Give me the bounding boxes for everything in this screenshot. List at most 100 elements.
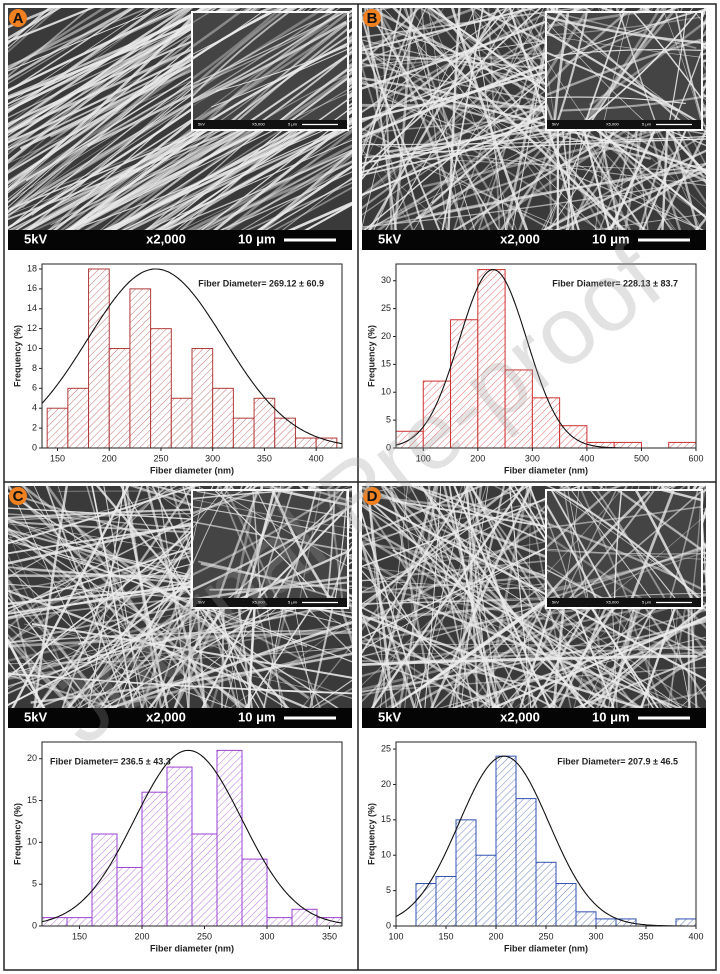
fiber [8, 8, 193, 172]
fiber [192, 490, 206, 547]
fiber [8, 8, 226, 151]
fiber [362, 486, 675, 639]
fiber [160, 541, 352, 708]
bar [108, 348, 131, 449]
fiber [656, 128, 706, 230]
bar [455, 819, 477, 927]
fiber [580, 490, 633, 608]
inset-scale: 5 μm [642, 600, 652, 605]
fiber [157, 486, 189, 708]
y-tick-label: 20 [27, 753, 37, 763]
bar [150, 328, 172, 449]
fiber [362, 8, 527, 133]
fiber [362, 81, 652, 160]
fiber [8, 8, 223, 188]
fiber [8, 8, 164, 72]
bar [316, 917, 343, 927]
fiber [371, 486, 437, 708]
fiber [389, 486, 435, 708]
fiber [8, 528, 250, 708]
fiber [404, 486, 431, 708]
fiber [362, 570, 490, 708]
bar [41, 917, 68, 927]
bar [475, 854, 497, 927]
fiber [466, 486, 628, 708]
fiber [362, 138, 569, 230]
y-tick-label: 5 [32, 879, 37, 889]
fiber [546, 505, 702, 529]
fiber [61, 486, 143, 708]
fiber [546, 34, 702, 58]
y-tick-label: 25 [381, 743, 391, 753]
fiber [206, 21, 348, 130]
fiber [8, 486, 244, 708]
magnification: x2,000 [500, 231, 540, 246]
bar [129, 288, 152, 449]
fiber [8, 8, 167, 125]
fiber [8, 486, 191, 539]
fiber [95, 486, 290, 708]
x-tick-label: 250 [538, 931, 553, 941]
fiber [192, 12, 291, 99]
fiber [8, 486, 178, 579]
bar [141, 791, 168, 927]
annotation: Fiber Diameter= 207.9 ± 46.5 [557, 756, 678, 766]
fiber [477, 542, 706, 708]
fiber [30, 652, 352, 704]
fiber [8, 566, 352, 608]
bar [116, 866, 143, 927]
fiber [362, 8, 595, 83]
panel-badge [363, 9, 381, 27]
fiber [192, 12, 212, 24]
fiber [8, 577, 108, 708]
x-tick-label: 250 [153, 453, 168, 463]
fiber [271, 490, 338, 608]
annotation: Fiber Diameter= 236.5 ± 43.3 [50, 756, 171, 766]
fiber [362, 611, 399, 708]
fiber [8, 567, 156, 708]
x-tick-label: 400 [579, 453, 594, 463]
fiber [8, 673, 117, 708]
bar [232, 417, 255, 449]
fiber [528, 486, 615, 708]
fiber [657, 490, 702, 502]
inset-scale: 5 μm [642, 122, 652, 127]
inset-magnification: X5,000 [252, 600, 265, 605]
fiber [8, 638, 74, 708]
inset-scale: 5 μm [288, 122, 298, 127]
fiber [148, 486, 317, 708]
x-tick-label: 600 [688, 453, 703, 463]
bar [88, 268, 110, 449]
fiber [675, 12, 702, 123]
fiber [8, 8, 171, 110]
fiber [173, 486, 274, 708]
fiber [584, 12, 667, 130]
fiber [362, 486, 564, 703]
y-tick-label: 4 [32, 403, 37, 413]
fiber [8, 8, 208, 108]
fiber [64, 46, 352, 230]
fiber [546, 12, 564, 31]
fiber [8, 647, 352, 665]
fiber [8, 633, 75, 708]
fiber [327, 547, 348, 608]
fiber [150, 98, 352, 230]
y-tick-label: 0 [32, 920, 37, 930]
fiber [308, 490, 348, 502]
plot-frame [41, 741, 343, 927]
fiber [85, 486, 149, 708]
fiber [362, 8, 539, 52]
bar [495, 755, 517, 927]
fiber [8, 8, 150, 67]
fiber [362, 8, 560, 113]
fiber [362, 20, 706, 147]
fiber [546, 550, 702, 560]
fiber [262, 486, 320, 708]
fiber [379, 96, 704, 230]
fiber [270, 490, 348, 507]
bar [241, 858, 268, 927]
fiber [595, 490, 672, 608]
fiber [666, 490, 699, 608]
fiber [192, 21, 348, 124]
